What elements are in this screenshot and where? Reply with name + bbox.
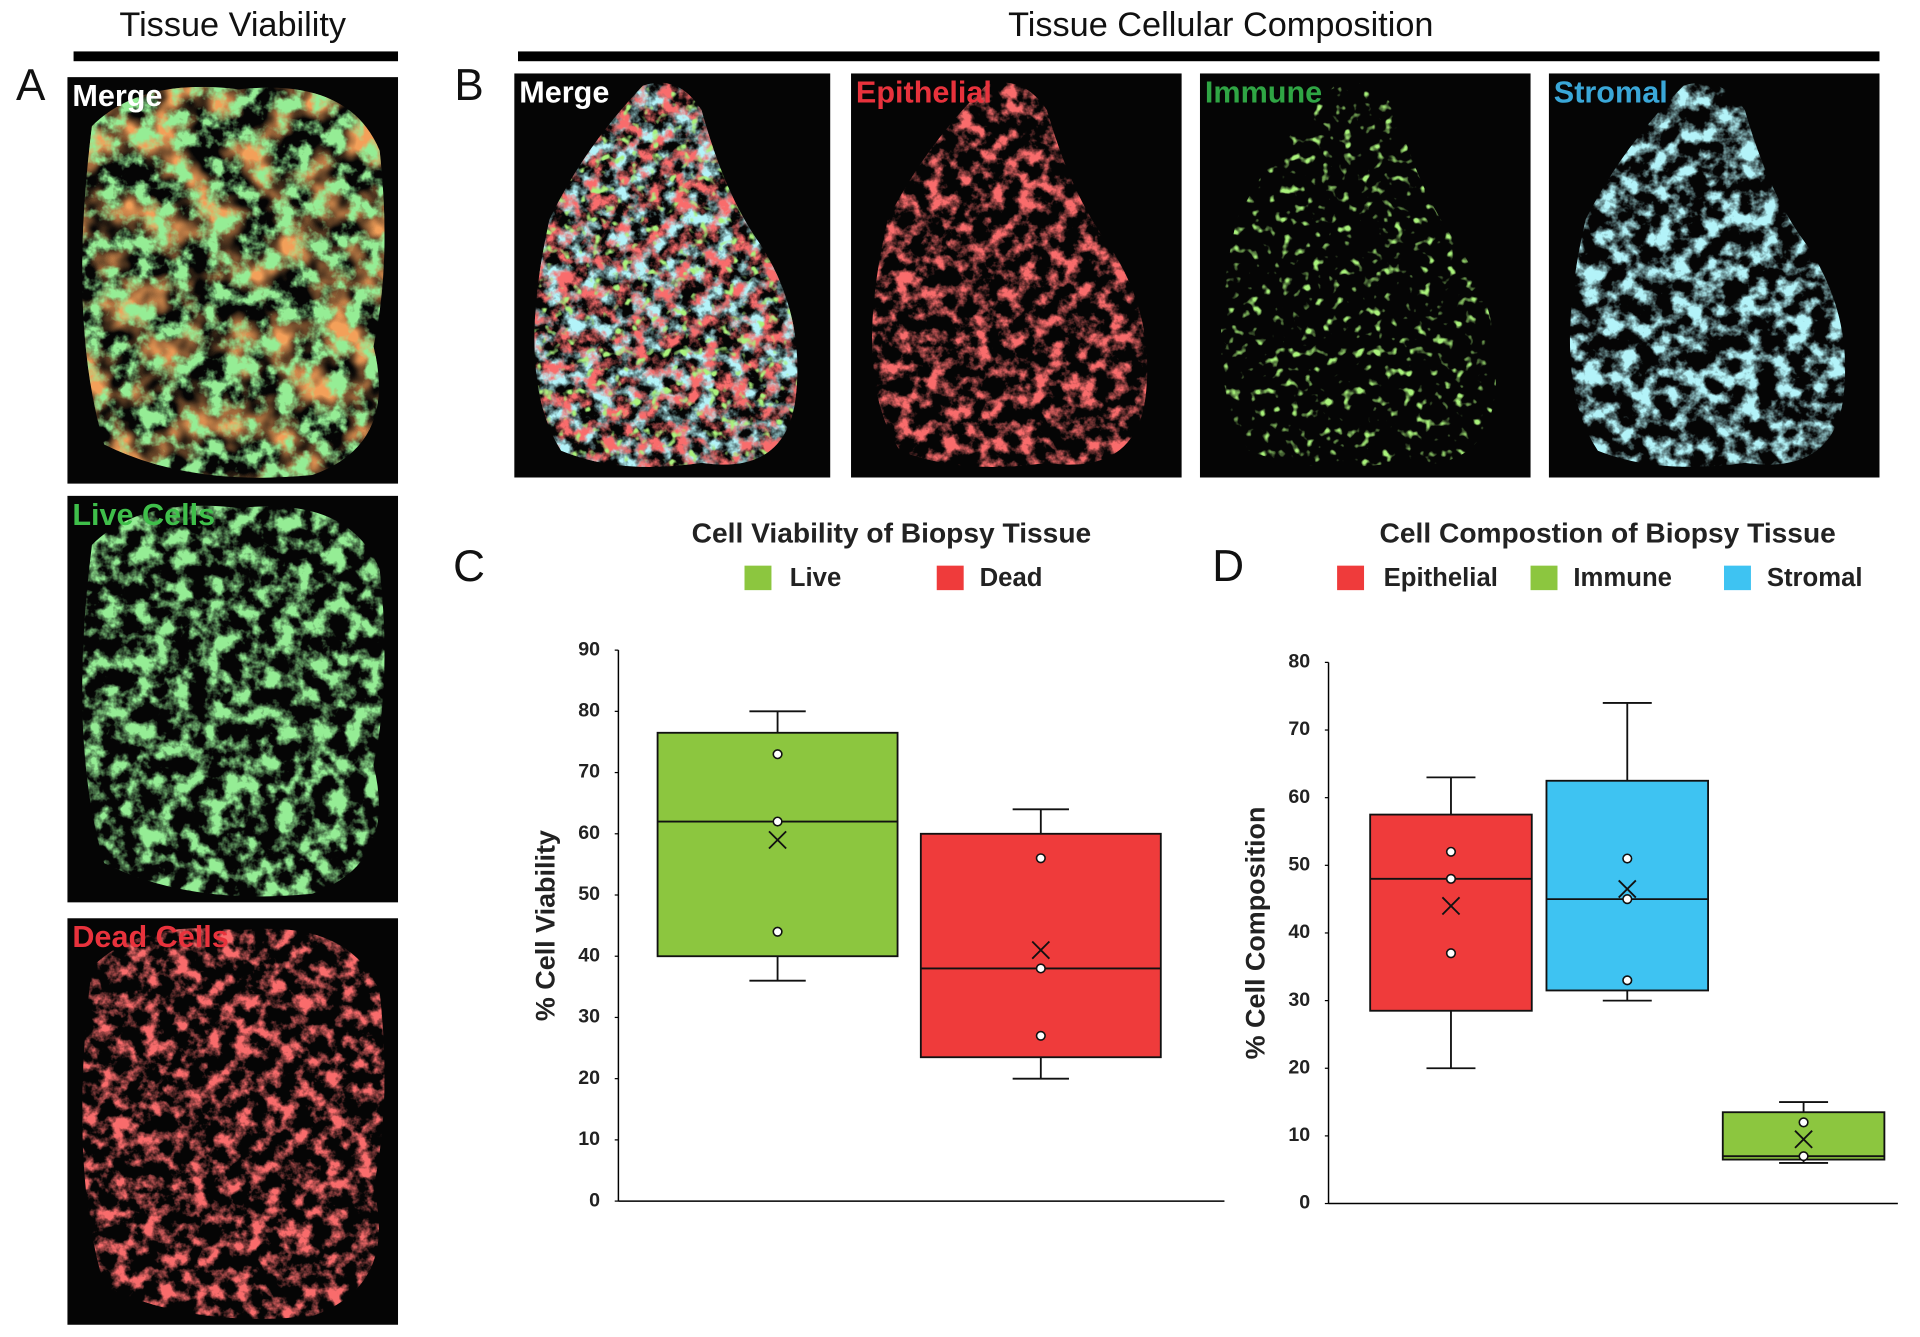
micrograph: Live Cells [67, 495, 399, 903]
data-point [772, 816, 783, 827]
y-tick-label: 60 [1288, 786, 1310, 808]
box [1369, 813, 1533, 1012]
box [1545, 779, 1710, 992]
y-tick-label: 80 [578, 700, 600, 722]
y-tick-label: 80 [1288, 651, 1310, 673]
tissue-texture [82, 86, 385, 478]
data-point [1445, 948, 1457, 959]
legend-label: Immune [1573, 564, 1672, 592]
y-tick-label: 20 [1288, 1056, 1310, 1078]
data-point [1445, 846, 1457, 857]
legend-label: Dead [980, 564, 1043, 592]
y-axis-label: % Cell Viability [531, 830, 561, 1021]
y-tick-label: 50 [1288, 853, 1310, 875]
legend-swatch [744, 565, 772, 591]
y-tick-label: 50 [578, 883, 600, 905]
data-point [1622, 975, 1633, 986]
legend-label: Stromal [1767, 564, 1863, 592]
tissue-texture [82, 505, 385, 897]
legend-swatch [1724, 565, 1751, 591]
tissue-texture [82, 928, 385, 1319]
micrograph: Immune [1199, 73, 1531, 478]
legend-swatch [936, 565, 964, 591]
data-point [1798, 1151, 1809, 1162]
image-label: Stromal [1554, 75, 1668, 109]
legend-swatch [1337, 565, 1365, 591]
mean-marker [1794, 1130, 1813, 1149]
image-label: Merge [72, 79, 162, 113]
legend-label: Live [790, 564, 841, 592]
y-tick-label: 60 [578, 822, 600, 844]
image-label: Dead Cells [72, 920, 228, 954]
mean-marker [1031, 940, 1051, 960]
panel-letter: B [454, 61, 483, 110]
mean-marker [1441, 896, 1461, 916]
chart-title: Cell Compostion of Biopsy Tissue [1380, 517, 1836, 548]
charts: Cell Viability of Biopsy Tissue % Cell Vi… [531, 517, 1898, 1214]
box-chart: Cell Compostion of Biopsy Tissue % Cell C… [1241, 517, 1898, 1214]
panel-letter: A [16, 61, 46, 110]
header: Tissue Viability [119, 6, 346, 44]
panel-letter: C [453, 542, 485, 591]
y-tick-label: 20 [578, 1067, 600, 1089]
header-rule [518, 51, 1880, 62]
micrograph: Epithelial [851, 73, 1182, 478]
micrograph: Merge [514, 73, 831, 478]
tissue [82, 86, 385, 478]
y-tick-label: 30 [1288, 989, 1310, 1011]
micrograph: Dead Cells [67, 918, 399, 1325]
data-point [1622, 853, 1633, 864]
data-point [1622, 894, 1633, 905]
data-point [1035, 1030, 1046, 1041]
y-tick-label: 90 [578, 638, 600, 660]
y-tick-label: 0 [589, 1189, 600, 1211]
header-rule [73, 51, 399, 62]
box-chart: Cell Viability of Biopsy Tissue % Cell Vi… [531, 517, 1225, 1211]
data-point [1035, 963, 1046, 974]
legend-swatch [1530, 565, 1558, 591]
micrographs: Merge Live Cells Dead Cells Merge Epithelial… [67, 73, 1880, 1325]
chart-title: Cell Viability of Biopsy Tissue [692, 517, 1092, 548]
y-tick-label: 40 [1288, 921, 1310, 943]
header: Tissue Cellular Composition [1008, 6, 1433, 44]
y-tick-label: 10 [1288, 1124, 1310, 1146]
data-point [1798, 1117, 1809, 1128]
y-axis-label: % Cell Composition [1241, 807, 1271, 1060]
micrograph: Stromal [1548, 73, 1880, 478]
box [919, 832, 1162, 1059]
y-tick-label: 70 [1288, 718, 1310, 740]
y-tick-label: 40 [578, 944, 600, 966]
micrograph: Merge [67, 77, 399, 484]
tissue [82, 505, 385, 897]
mean-marker [768, 830, 787, 850]
image-label: Immune [1205, 75, 1322, 109]
data-point [1445, 873, 1457, 884]
mean-marker [1618, 879, 1637, 899]
box [656, 731, 899, 958]
y-tick-label: 70 [578, 761, 600, 783]
data-point [772, 749, 783, 760]
y-tick-label: 30 [578, 1006, 600, 1028]
legend-label: Epithelial [1384, 564, 1498, 592]
data-point [772, 926, 783, 937]
data-point [1035, 853, 1046, 864]
y-tick-label: 0 [1299, 1192, 1310, 1214]
tissue [82, 928, 385, 1319]
image-label: Merge [519, 75, 609, 109]
image-label: Epithelial [856, 75, 992, 109]
y-tick-label: 10 [578, 1128, 600, 1150]
panel-letter: D [1212, 542, 1244, 591]
image-label: Live Cells [72, 498, 215, 532]
